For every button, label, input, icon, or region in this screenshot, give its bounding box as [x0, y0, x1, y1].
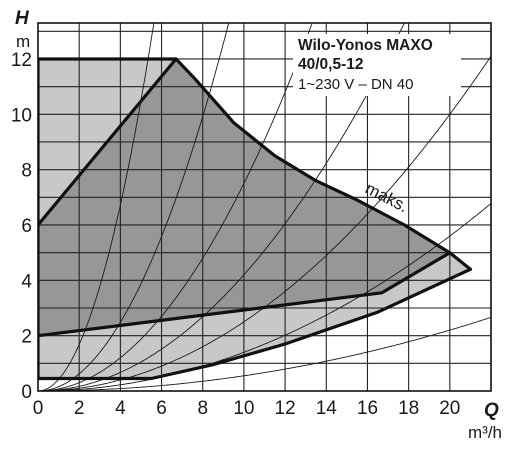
chart-title-line-2: 40/0,5-12 — [298, 56, 364, 73]
y-tick-label: 8 — [21, 161, 32, 182]
x-tick-label: 16 — [357, 398, 378, 419]
x-tick-label: 14 — [316, 398, 338, 419]
x-tick-label: 0 — [33, 398, 44, 419]
system-curve — [38, 316, 491, 391]
x-tick-label: 4 — [115, 398, 126, 419]
x-axis-unit: m³/h — [468, 423, 502, 442]
series-line-outer-limit-bottom — [38, 267, 472, 381]
plot-frame — [37, 22, 492, 392]
y-tick-label: 4 — [21, 271, 32, 292]
x-tick-label: 2 — [74, 398, 85, 419]
system-curve — [38, 202, 491, 391]
title-box — [293, 34, 461, 96]
x-tick-label: 10 — [233, 398, 254, 419]
x-tick-label: 18 — [398, 398, 419, 419]
x-tick-labels: 0 2 4 6 8 10 12 14 16 18 20 — [33, 398, 461, 419]
y-tick-label: 0 — [21, 382, 32, 403]
plot-border — [37, 22, 492, 392]
x-tick-label: 12 — [275, 398, 296, 419]
y-tick-label: 12 — [11, 50, 32, 71]
y-tick-labels: 0 2 4 6 8 10 12 — [11, 50, 33, 403]
series-line-min-curve — [38, 251, 452, 338]
y-axis-unit: m — [16, 32, 30, 51]
chart-title-line-1: Wilo-Yonos MAXO — [298, 37, 433, 54]
x-tick-label: 6 — [156, 398, 167, 419]
x-axis-symbol: Q — [484, 400, 499, 421]
series-lines — [38, 57, 472, 381]
y-tick-label: 2 — [21, 327, 32, 348]
chart-title-line-3: 1~230 V – DN 40 — [298, 76, 414, 93]
x-tick-label: 20 — [439, 398, 460, 419]
y-axis-symbol: H — [15, 8, 30, 29]
x-tick-label: 8 — [197, 398, 208, 419]
series-line-max-curve — [38, 57, 472, 271]
y-tick-label: 6 — [21, 216, 32, 237]
y-tick-label: 10 — [11, 105, 32, 126]
